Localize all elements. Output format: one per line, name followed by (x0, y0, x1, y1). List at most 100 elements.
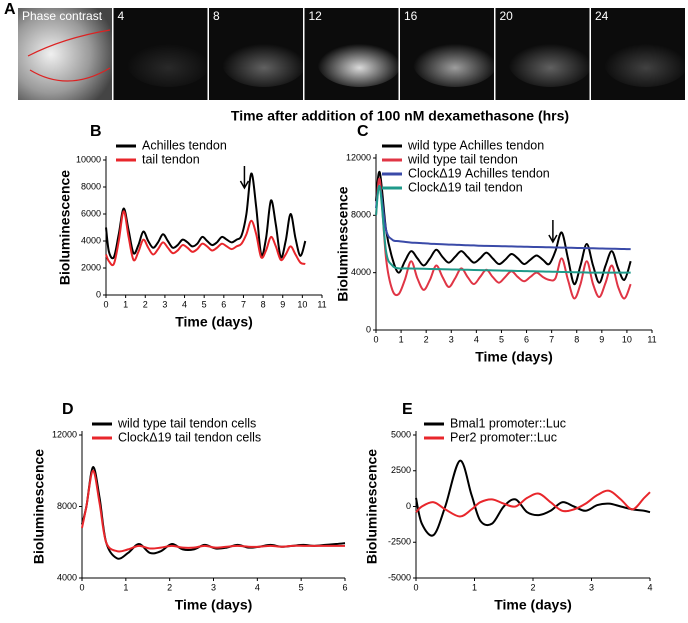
y-tick-label: 2000 (81, 262, 101, 272)
x-tick-label: 2 (167, 582, 172, 592)
x-tick-label: 2 (143, 299, 148, 309)
y-tick-label: 0 (406, 501, 411, 511)
legend-label: ClockΔ19 Achilles tendon (408, 166, 550, 180)
x-tick-label: 4 (255, 582, 260, 592)
x-axis-label: Time (days) (475, 349, 553, 365)
x-tick-label: 5 (499, 334, 504, 344)
y-axis-label: Bioluminescence (364, 449, 380, 564)
x-tick-label: 10 (622, 334, 632, 344)
x-tick-label: 0 (103, 299, 108, 309)
caption: Time after addition of 100 nM dexamethas… (231, 108, 569, 124)
x-tick-label: 10 (297, 299, 307, 309)
panel-letter: D (62, 401, 74, 418)
x-tick-label: 5 (202, 299, 207, 309)
glow (222, 39, 306, 87)
x-tick-label: 0 (413, 582, 418, 592)
y-axis-label: Bioluminescence (57, 170, 73, 285)
glow (317, 39, 402, 87)
x-tick-label: 8 (574, 334, 579, 344)
legend-label: Achilles tendon (142, 138, 227, 152)
y-axis-label: Bioluminescence (31, 449, 47, 564)
y-tick-label: -2500 (388, 537, 411, 547)
legend-label: Per2 promoter::Luc (450, 430, 557, 444)
x-tick-label: 0 (79, 582, 84, 592)
panel-letter: E (402, 401, 413, 418)
x-axis-label: Time (days) (175, 314, 253, 330)
series-line (105, 210, 306, 267)
x-tick-label: 3 (162, 299, 167, 309)
panel-letter: B (90, 123, 102, 140)
x-tick-label: 4 (647, 582, 652, 592)
y-tick-label: 0 (366, 324, 371, 334)
y-tick-label: 0 (96, 289, 101, 299)
outline (29, 67, 111, 82)
series-line (415, 489, 651, 518)
series-line (375, 184, 631, 274)
y-tick-label: 12000 (346, 152, 371, 162)
panel-letter: C (357, 123, 369, 140)
outline (27, 29, 111, 57)
x-tick-label: 6 (221, 299, 226, 309)
x-tick-label: 1 (123, 299, 128, 309)
legend-label: wild type tail tendon (407, 152, 518, 166)
x-tick-label: 11 (647, 334, 656, 344)
y-tick-label: -5000 (388, 572, 411, 582)
x-tick-label: 6 (524, 334, 529, 344)
image-frame (18, 8, 112, 100)
annotation-arrow (548, 220, 558, 244)
frame-label: 16 (404, 9, 418, 23)
y-tick-label: 8000 (351, 210, 371, 220)
glow (126, 39, 211, 87)
legend-label: tail tendon (142, 152, 200, 166)
legend-label: wild type tail tendon cells (117, 416, 256, 430)
x-tick-label: 9 (599, 334, 604, 344)
y-tick-label: 4000 (81, 235, 101, 245)
x-tick-label: 5 (299, 582, 304, 592)
y-tick-label: 2500 (391, 465, 411, 475)
glow (604, 39, 688, 87)
legend-label: ClockΔ19 tail tendon (408, 180, 523, 194)
image-strip: Phase contrast 4 8 12 16 20 24 (18, 8, 688, 100)
frame-label: 12 (309, 9, 323, 23)
x-tick-label: 4 (474, 334, 479, 344)
glow (413, 39, 497, 87)
x-tick-label: 0 (373, 334, 378, 344)
x-tick-label: 3 (589, 582, 594, 592)
x-tick-label: 7 (241, 299, 246, 309)
x-tick-label: 1 (472, 582, 477, 592)
y-tick-label: 8000 (81, 181, 101, 191)
x-tick-label: 11 (317, 299, 326, 309)
y-tick-label: 5000 (391, 429, 411, 439)
legend-label: wild type Achilles tendon (407, 138, 544, 152)
panel-letter: A (4, 1, 16, 18)
y-tick-label: 4000 (57, 572, 77, 582)
x-tick-label: 7 (549, 334, 554, 344)
y-axis-label: Bioluminescence (335, 186, 351, 301)
x-axis-label: Time (days) (494, 597, 572, 613)
annotation-arrow (239, 166, 250, 190)
x-tick-label: 1 (123, 582, 128, 592)
x-tick-label: 3 (449, 334, 454, 344)
frame-label: 4 (118, 9, 125, 23)
x-axis-label: Time (days) (175, 597, 253, 613)
y-tick-label: 8000 (57, 501, 77, 511)
y-tick-label: 6000 (81, 208, 101, 218)
series-line (375, 185, 631, 251)
x-tick-label: 1 (399, 334, 404, 344)
series-line (375, 170, 632, 286)
frame-label: 8 (213, 9, 220, 23)
y-tick-label: 4000 (351, 267, 371, 277)
x-tick-label: 4 (182, 299, 187, 309)
y-tick-label: 12000 (52, 429, 77, 439)
legend-label: ClockΔ19 tail tendon cells (118, 430, 261, 444)
x-tick-label: 2 (530, 582, 535, 592)
y-tick-label: 10000 (76, 154, 101, 164)
x-tick-label: 8 (261, 299, 266, 309)
series-line (81, 469, 345, 553)
frame-label: Phase contrast (22, 9, 103, 23)
x-tick-label: 3 (211, 582, 216, 592)
frame-label: 24 (595, 9, 609, 23)
series-line (375, 177, 632, 300)
x-tick-label: 2 (424, 334, 429, 344)
